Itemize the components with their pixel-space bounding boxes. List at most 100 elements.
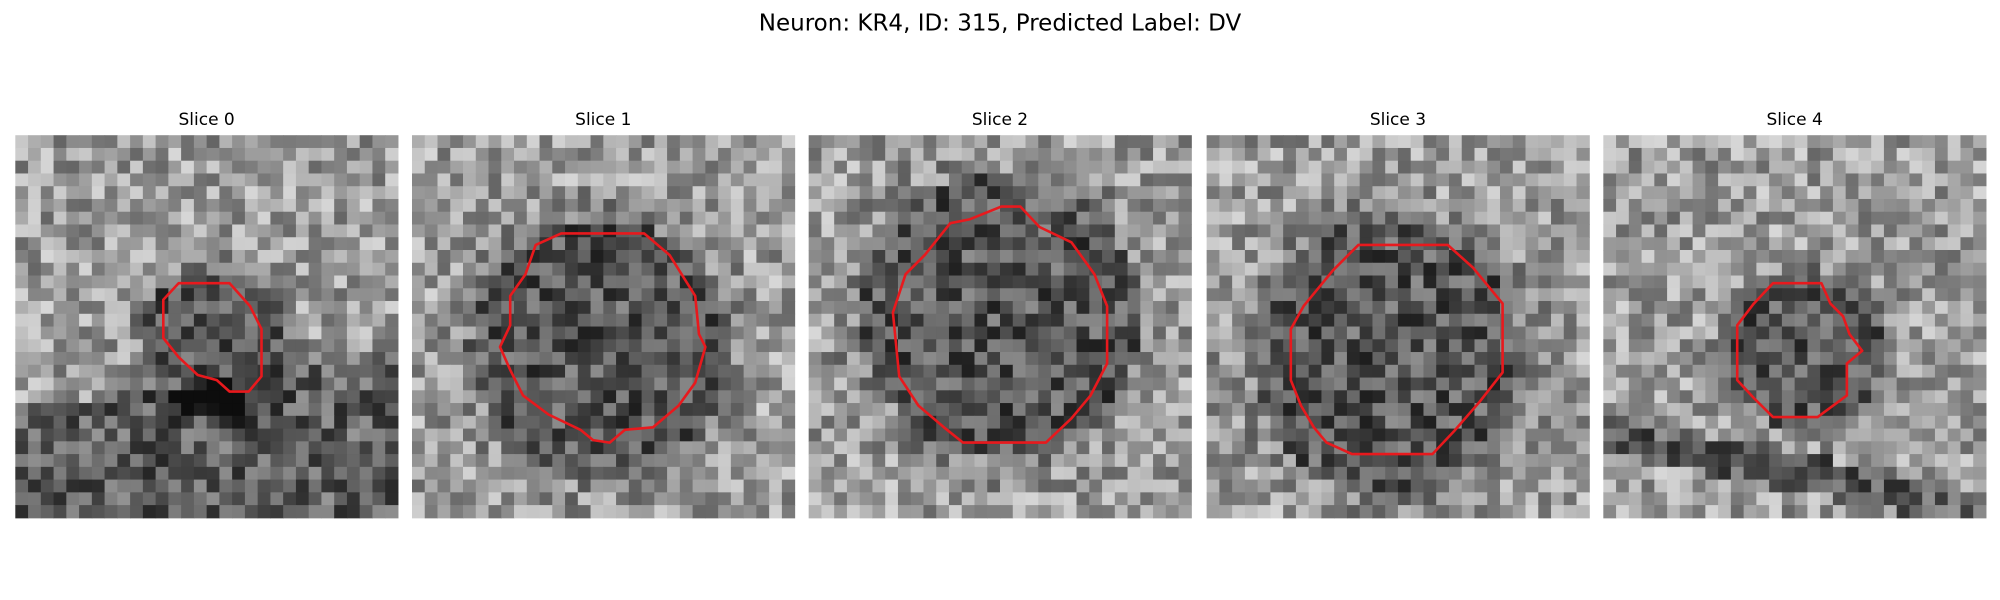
pixel bbox=[1232, 301, 1246, 315]
pixel bbox=[1140, 339, 1154, 353]
pixel bbox=[923, 466, 937, 481]
pixel bbox=[1000, 403, 1014, 417]
pixel bbox=[1102, 377, 1116, 391]
pixel bbox=[257, 135, 271, 149]
pixel bbox=[257, 403, 271, 417]
pixel bbox=[781, 505, 796, 519]
pixel bbox=[1781, 415, 1796, 430]
pixel bbox=[1845, 173, 1859, 187]
pixel bbox=[1628, 288, 1643, 302]
pixel bbox=[66, 326, 80, 340]
pixel bbox=[1385, 492, 1399, 506]
pixel bbox=[308, 224, 322, 238]
pixel bbox=[1102, 454, 1116, 468]
pixel bbox=[79, 428, 93, 442]
pixel bbox=[15, 198, 29, 213]
pixel bbox=[718, 160, 732, 174]
pixel bbox=[1743, 505, 1757, 519]
pixel bbox=[552, 505, 566, 519]
pixel bbox=[1718, 390, 1732, 404]
pixel bbox=[1934, 301, 1949, 315]
pixel bbox=[565, 492, 579, 506]
pixel bbox=[1385, 339, 1399, 353]
pixel bbox=[219, 262, 233, 277]
pixel bbox=[1448, 479, 1463, 493]
pixel bbox=[834, 377, 848, 391]
pixel bbox=[1244, 160, 1259, 174]
pixel bbox=[270, 339, 284, 353]
pixel bbox=[104, 313, 118, 328]
pixel bbox=[514, 428, 528, 442]
pixel bbox=[1679, 454, 1694, 468]
pixel bbox=[961, 250, 975, 264]
pixel bbox=[463, 160, 477, 174]
pixel bbox=[1140, 275, 1154, 289]
pixel bbox=[1244, 250, 1259, 264]
pixel bbox=[526, 403, 541, 417]
pixel bbox=[501, 441, 515, 455]
pixel bbox=[1922, 237, 1936, 251]
pixel bbox=[1051, 275, 1065, 289]
pixel bbox=[577, 237, 592, 251]
pixel bbox=[130, 428, 144, 442]
pixel bbox=[1308, 479, 1322, 493]
pixel bbox=[488, 403, 502, 417]
pixel bbox=[1051, 492, 1065, 506]
pixel bbox=[1076, 224, 1090, 238]
pixel bbox=[359, 352, 373, 366]
pixel bbox=[257, 224, 271, 238]
pixel bbox=[1283, 211, 1297, 225]
pixel bbox=[475, 428, 490, 442]
pixel bbox=[1896, 403, 1910, 417]
pixel bbox=[705, 352, 719, 366]
pixel bbox=[1385, 377, 1399, 391]
pixel bbox=[1538, 454, 1552, 468]
pixel bbox=[872, 198, 886, 213]
pixel bbox=[1359, 288, 1373, 302]
pixel bbox=[552, 275, 566, 289]
pixel bbox=[897, 224, 912, 238]
pixel bbox=[219, 147, 233, 162]
pixel bbox=[885, 313, 899, 328]
pixel bbox=[283, 492, 297, 506]
pixel bbox=[1257, 147, 1271, 162]
pixel bbox=[1525, 173, 1539, 187]
pixel bbox=[1270, 364, 1284, 379]
pixel bbox=[1512, 364, 1527, 379]
pixel bbox=[1563, 237, 1578, 251]
pixel bbox=[424, 377, 438, 391]
pixel bbox=[1372, 479, 1386, 493]
pixel bbox=[705, 262, 719, 277]
pixel bbox=[679, 160, 694, 174]
pixel bbox=[1321, 250, 1335, 264]
pixel bbox=[193, 415, 208, 430]
pixel bbox=[1114, 492, 1129, 506]
pixel bbox=[654, 390, 668, 404]
pixel bbox=[1551, 160, 1565, 174]
pixel bbox=[910, 415, 924, 430]
pixel bbox=[1858, 492, 1872, 506]
pixel bbox=[193, 198, 208, 213]
pixel bbox=[1321, 288, 1335, 302]
pixel bbox=[193, 492, 208, 506]
pixel bbox=[1616, 262, 1630, 277]
pixel bbox=[718, 173, 732, 187]
pixel bbox=[1628, 313, 1643, 328]
pixel bbox=[334, 352, 348, 366]
pixel bbox=[334, 288, 348, 302]
pixel bbox=[1346, 224, 1361, 238]
pixel bbox=[1114, 173, 1129, 187]
pixel bbox=[885, 198, 899, 213]
pixel bbox=[1718, 224, 1732, 238]
pixel bbox=[28, 301, 42, 315]
pixel bbox=[475, 313, 490, 328]
image bbox=[1206, 135, 1590, 519]
pixel bbox=[1718, 403, 1732, 417]
pixel bbox=[1089, 403, 1103, 417]
pixel bbox=[1397, 301, 1412, 315]
pixel bbox=[539, 262, 553, 277]
pixel bbox=[1756, 390, 1770, 404]
pixel bbox=[463, 135, 477, 149]
pixel bbox=[66, 198, 80, 213]
pixel bbox=[1525, 428, 1539, 442]
